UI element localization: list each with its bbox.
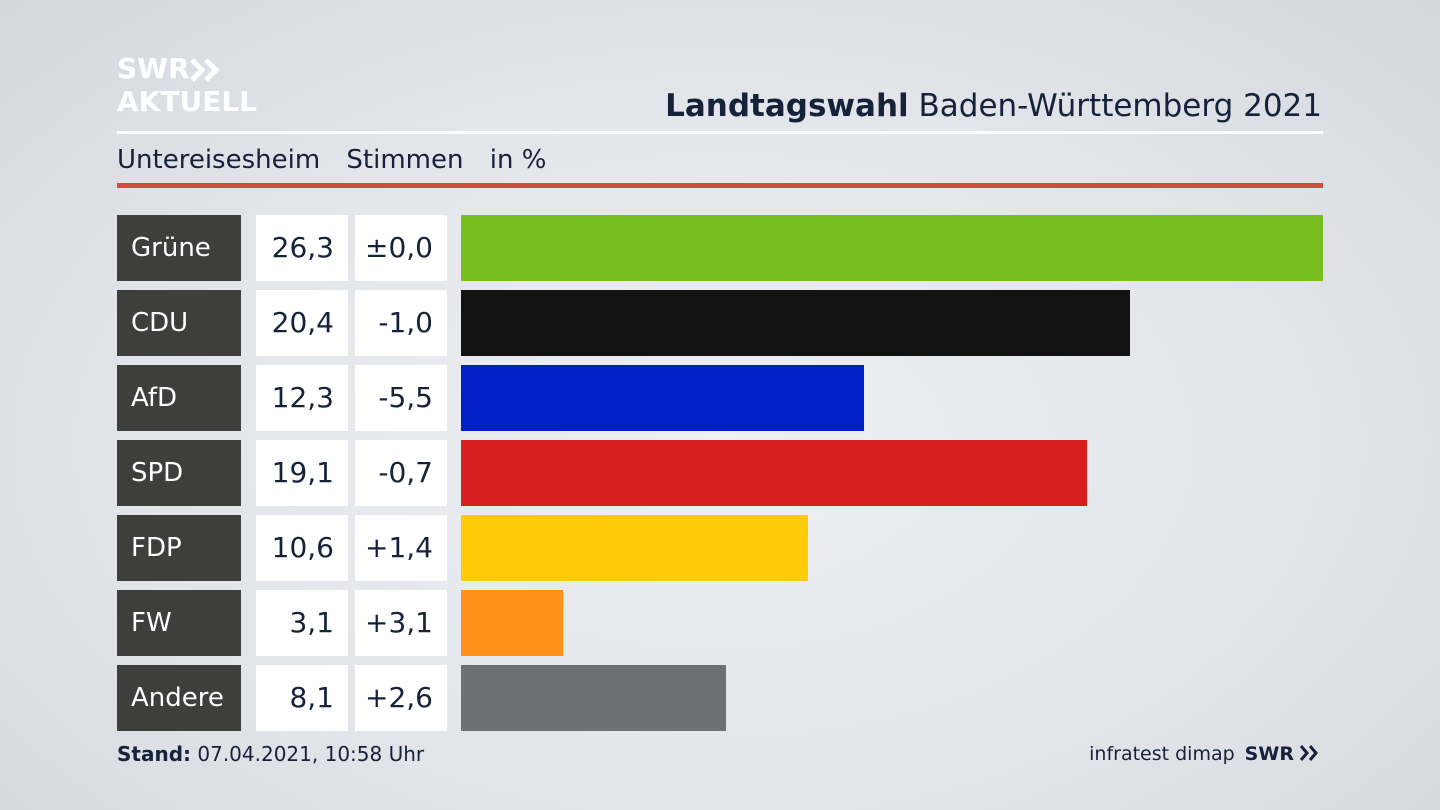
- vote-share-bar: [461, 515, 808, 581]
- vote-share-bar: [461, 665, 726, 731]
- logo-line-swr: SWR: [117, 52, 190, 85]
- vote-share-value: 10,6: [256, 515, 348, 581]
- vote-share-change: -0,7: [355, 440, 447, 506]
- party-row: CDU 20,4 -1,0: [117, 290, 1323, 356]
- title-bold: Landtagswahl: [665, 88, 909, 124]
- subtitle-unit: in %: [489, 145, 547, 175]
- stand-label: Stand:: [117, 742, 192, 766]
- party-label: Grüne: [117, 215, 241, 281]
- party-row: SPD 19,1 -0,7: [117, 440, 1323, 506]
- vote-share-change: -5,5: [355, 365, 447, 431]
- title-rest: Baden-Württemberg 2021: [908, 88, 1323, 124]
- source-credit: infratest dimap SWR: [1089, 740, 1322, 768]
- party-row: Grüne 26,3 ±0,0: [117, 215, 1323, 281]
- chevron-right-double-icon: [1299, 745, 1318, 761]
- vote-share-value: 26,3: [256, 215, 348, 281]
- vote-share-bar: [461, 590, 563, 656]
- vote-share-bar: [461, 290, 1130, 356]
- chart-title: Landtagswahl Baden-Württemberg 2021: [665, 86, 1322, 126]
- party-label: CDU: [117, 290, 241, 356]
- vote-share-bar: [461, 215, 1323, 281]
- party-label: FDP: [117, 515, 241, 581]
- party-row: AfD 12,3 -5,5: [117, 365, 1323, 431]
- source-label: infratest dimap: [1089, 743, 1235, 765]
- party-label: AfD: [117, 365, 241, 431]
- vote-share-value: 19,1: [256, 440, 348, 506]
- header-divider: [117, 131, 1323, 134]
- party-label: Andere: [117, 665, 241, 731]
- vote-share-bar: [461, 365, 864, 431]
- party-label: SPD: [117, 440, 241, 506]
- chart-subtitle: Untereisesheim Stimmen in %: [117, 143, 564, 177]
- subtitle-metric: Stimmen: [346, 145, 464, 175]
- vote-share-value: 8,1: [256, 665, 348, 731]
- timestamp: Stand: 07.04.2021, 10:58 Uhr: [117, 740, 424, 768]
- vote-share-change: -1,0: [355, 290, 447, 356]
- subtitle-divider: [117, 183, 1323, 188]
- vote-share-value: 3,1: [256, 590, 348, 656]
- logo-line-aktuell: AKTUELL: [117, 85, 258, 118]
- chevron-right-double-icon: [190, 58, 220, 82]
- footer-brand: SWR: [1244, 743, 1294, 765]
- vote-share-change: ±0,0: [355, 215, 447, 281]
- vote-share-value: 12,3: [256, 365, 348, 431]
- stand-value: 07.04.2021, 10:58 Uhr: [191, 742, 425, 766]
- party-row: FDP 10,6 +1,4: [117, 515, 1323, 581]
- vote-share-bar: [461, 440, 1087, 506]
- vote-share-change: +2,6: [355, 665, 447, 731]
- party-row: Andere 8,1 +2,6: [117, 665, 1323, 731]
- vote-share-change: +1,4: [355, 515, 447, 581]
- subtitle-place: Untereisesheim: [117, 145, 321, 175]
- swr-aktuell-logo: SWR AKTUELL: [117, 55, 277, 119]
- vote-share-change: +3,1: [355, 590, 447, 656]
- vote-share-value: 20,4: [256, 290, 348, 356]
- party-row: FW 3,1 +3,1: [117, 590, 1323, 656]
- party-label: FW: [117, 590, 241, 656]
